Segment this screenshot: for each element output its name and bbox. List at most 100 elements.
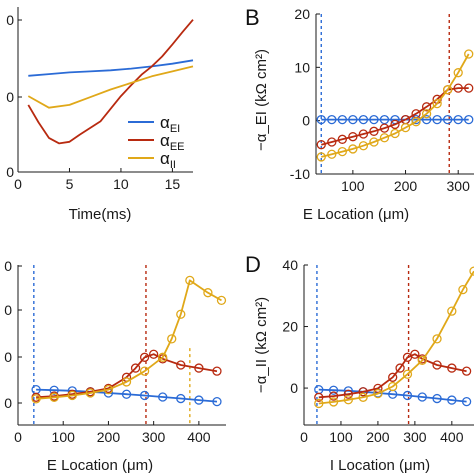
data-point-ii xyxy=(379,133,390,143)
data-point-ei xyxy=(316,114,326,125)
data-point-ii xyxy=(343,395,353,405)
data-point-ei xyxy=(432,393,442,404)
data-point-ii xyxy=(358,141,369,151)
data-point-ei xyxy=(453,114,463,125)
data-point-ei xyxy=(194,395,204,405)
panel-b-ylabel: −α_EI (kΩ cm²) xyxy=(253,49,270,151)
data-point-ee xyxy=(358,129,369,139)
data-point-ii xyxy=(469,266,474,276)
data-point-ii xyxy=(167,334,177,344)
data-point-ei xyxy=(121,389,132,399)
series-group xyxy=(27,19,194,145)
data-point-ee xyxy=(379,123,390,133)
y-tick-label: 0 xyxy=(6,12,14,28)
data-point-ee xyxy=(464,83,474,93)
data-point-ei xyxy=(421,114,432,125)
data-point-ei xyxy=(176,393,186,404)
series-line-ei xyxy=(28,59,194,77)
x-tick-label: 300 xyxy=(142,429,166,445)
series-line-ee xyxy=(27,19,194,145)
y-tick-label: 0 xyxy=(302,113,310,129)
data-point-ii xyxy=(103,384,114,395)
data-point-ee xyxy=(421,102,432,112)
data-point-ii xyxy=(203,288,213,298)
y-tick-label: 0 xyxy=(4,349,12,365)
x-tick-label: 200 xyxy=(366,429,390,445)
data-point-ii xyxy=(358,392,368,402)
data-point-ee xyxy=(358,387,368,397)
x-tick-label: 200 xyxy=(394,178,418,194)
data-point-ii xyxy=(464,49,474,59)
x-tick-label: 5 xyxy=(66,176,74,192)
data-point-ei xyxy=(328,385,339,395)
x-tick-label: 0 xyxy=(14,429,22,445)
data-point-ee xyxy=(316,140,326,150)
data-point-ei xyxy=(139,390,150,401)
y-tick-label: 0 xyxy=(6,89,14,105)
data-point-ee xyxy=(130,363,141,373)
data-point-ii xyxy=(421,109,432,119)
data-point-ee xyxy=(314,392,324,402)
data-point-ii xyxy=(328,397,339,407)
panel-b: 100 200 300 -10 0 10 20 xyxy=(290,6,474,194)
data-point-ii xyxy=(139,366,150,376)
panel-c: 0 100 200 300 400 0 0 0 0 xyxy=(4,258,227,445)
series-line-ei xyxy=(318,388,467,403)
data-point-ei xyxy=(461,396,472,407)
data-point-ii xyxy=(390,128,400,139)
series-group xyxy=(314,266,474,409)
data-point-ii xyxy=(373,388,383,399)
data-point-ii xyxy=(348,144,358,154)
data-point-ee xyxy=(348,132,358,142)
series-group xyxy=(31,275,227,407)
series-line-ee xyxy=(318,353,467,399)
data-point-ii xyxy=(432,334,442,344)
data-point-ei xyxy=(358,114,369,125)
x-tick-label: 10 xyxy=(113,176,129,192)
data-point-ii xyxy=(31,394,41,404)
data-point-ei xyxy=(417,392,427,402)
data-point-ii xyxy=(67,390,77,401)
y-tick-label: 20 xyxy=(294,6,310,22)
data-point-ii xyxy=(458,284,468,295)
panel-letter-d: D xyxy=(245,252,261,277)
data-point-ii xyxy=(388,381,398,392)
data-point-ei xyxy=(49,385,59,395)
data-point-ii xyxy=(400,122,411,133)
series-line-ei xyxy=(36,388,218,403)
data-point-ei xyxy=(158,392,168,402)
data-point-ee xyxy=(212,366,222,376)
data-point-ii xyxy=(443,85,453,95)
series-group xyxy=(316,49,474,162)
x-tick-label: 400 xyxy=(187,429,211,445)
y-tick-label: 40 xyxy=(282,257,298,273)
data-point-ee xyxy=(149,349,159,359)
data-point-ii xyxy=(158,352,168,362)
x-tick-label: 0 xyxy=(300,429,308,445)
data-point-ii xyxy=(85,388,95,398)
x-tick-label: 15 xyxy=(165,176,181,192)
panel-b-xlabel: E Location (μm) xyxy=(303,206,409,223)
panel-c-xlabel: E Location (μm) xyxy=(47,457,153,474)
panel-d: 0 100 200 300 400 0 20 40 xyxy=(282,257,474,445)
data-point-ei xyxy=(327,114,337,125)
data-point-ei xyxy=(432,114,442,125)
x-tick-label: 100 xyxy=(341,178,365,194)
data-point-ee xyxy=(328,391,339,401)
data-point-ee xyxy=(139,352,150,362)
x-tick-label: 100 xyxy=(52,429,76,445)
panel-d-ylabel: −α_II (kΩ cm²) xyxy=(253,297,270,393)
data-point-ii xyxy=(402,369,413,379)
y-tick-label: 0 xyxy=(290,380,298,396)
data-point-ii xyxy=(314,398,324,409)
data-point-ii xyxy=(432,98,442,109)
data-point-ee xyxy=(388,372,398,382)
y-tick-label: 0 xyxy=(4,395,12,411)
series-line-ii xyxy=(318,270,474,405)
y-tick-label: -10 xyxy=(290,166,310,182)
x-tick-label: 0 xyxy=(14,176,22,192)
data-point-ee xyxy=(343,389,353,399)
data-point-ii xyxy=(121,377,132,387)
data-point-ii xyxy=(411,117,421,127)
